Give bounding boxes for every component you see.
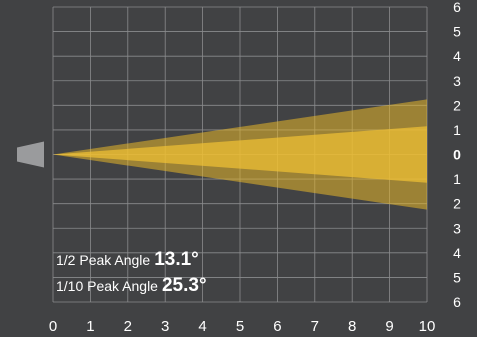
y-tick-label-4: 2	[453, 97, 461, 113]
y-tick-label-11: 5	[453, 269, 461, 285]
light-source-icon	[17, 141, 44, 168]
beam-series	[53, 99, 427, 210]
beam-cone-1	[53, 126, 427, 183]
y-tick-label-9: 3	[453, 220, 461, 236]
x-tick-label-9: 9	[385, 318, 393, 335]
x-tick-label-10: 10	[419, 318, 436, 335]
y-tick-label-5: 1	[453, 122, 461, 138]
x-tick-label-2: 2	[124, 318, 132, 335]
y-tick-label-0: 6	[453, 0, 461, 15]
tenth-peak-annotation: 1/10 Peak Angle 25.3°	[56, 275, 207, 297]
half-peak-value: 13.1°	[154, 249, 199, 270]
y-tick-label-6: 0	[453, 147, 461, 163]
x-axis-ticks: 0 1 2 3 4 5 6 7 8 9 10	[49, 318, 436, 335]
half-peak-label: 1/2 Peak Angle	[56, 252, 151, 268]
y-tick-label-3: 3	[453, 73, 461, 89]
y-tick-label-12: 6	[453, 294, 461, 310]
x-tick-label-4: 4	[198, 318, 206, 335]
x-tick-label-3: 3	[161, 318, 169, 335]
x-tick-label-5: 5	[236, 318, 244, 335]
y-tick-label-7: 1	[453, 171, 461, 187]
y-axis-ticks: 6 5 4 3 2 1 0 1 2 3 4 5 6	[453, 0, 461, 310]
y-tick-label-8: 2	[453, 196, 461, 212]
tenth-peak-label: 1/10 Peak Angle	[56, 278, 158, 294]
half-peak-annotation: 1/2 Peak Angle 13.1°	[56, 249, 199, 271]
tenth-peak-value: 25.3°	[161, 275, 207, 296]
y-tick-label-10: 4	[453, 245, 461, 261]
x-tick-label-8: 8	[348, 318, 356, 335]
x-tick-label-1: 1	[86, 318, 94, 335]
x-tick-label-7: 7	[311, 318, 319, 335]
y-tick-label-2: 4	[453, 48, 461, 64]
x-tick-label-0: 0	[49, 318, 57, 335]
y-tick-label-1: 5	[453, 24, 461, 40]
x-tick-label-6: 6	[273, 318, 281, 335]
